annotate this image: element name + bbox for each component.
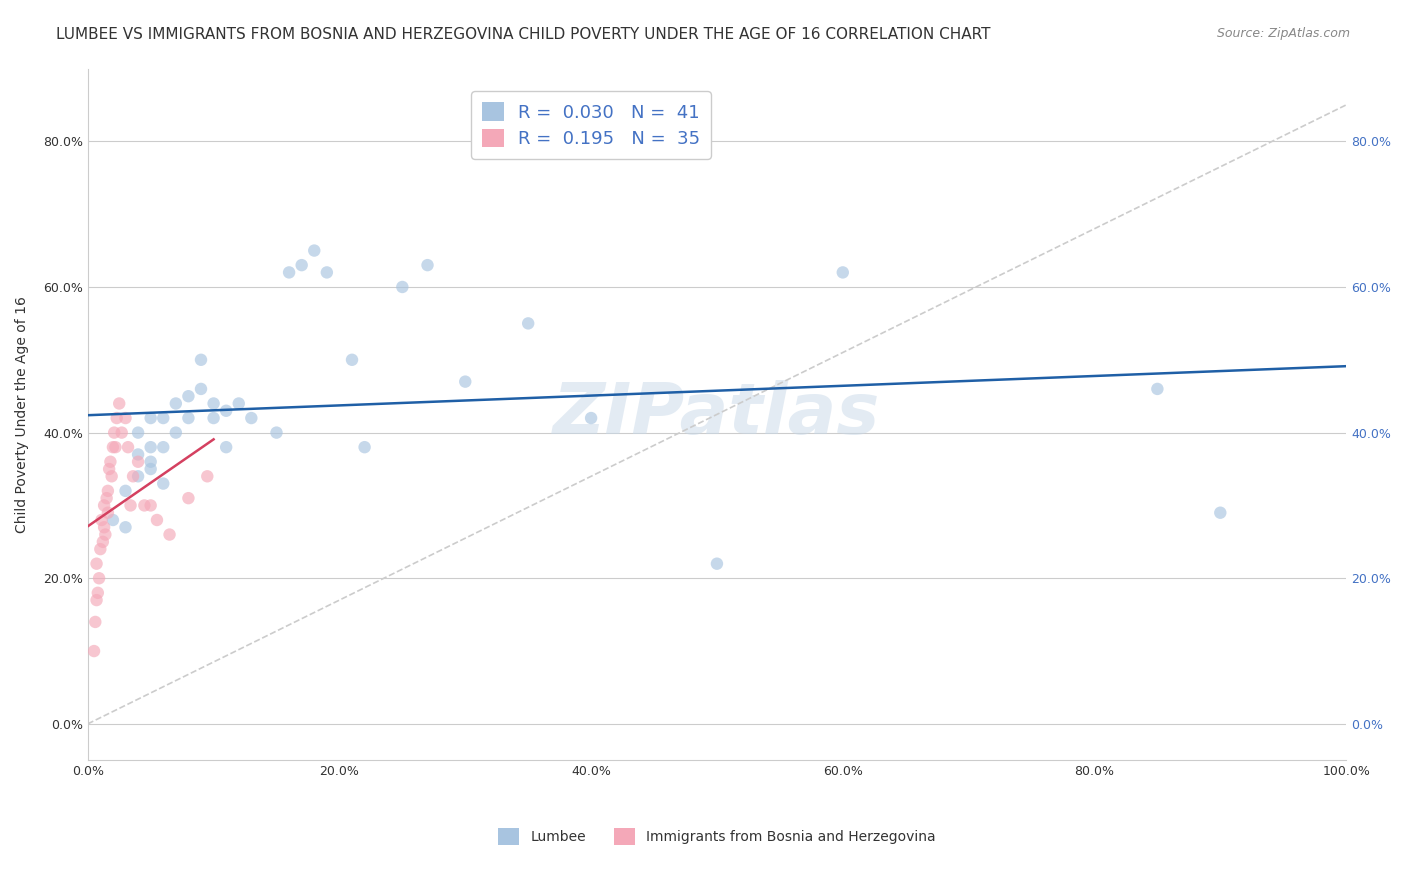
Point bbox=[139, 411, 162, 425]
Point bbox=[353, 440, 375, 454]
Point bbox=[202, 411, 225, 425]
Point bbox=[195, 469, 218, 483]
Point bbox=[139, 462, 162, 476]
Point bbox=[831, 265, 853, 279]
Point bbox=[103, 425, 125, 440]
Point bbox=[146, 513, 169, 527]
Point bbox=[105, 411, 128, 425]
Point bbox=[190, 352, 212, 367]
Point bbox=[90, 513, 112, 527]
Point bbox=[278, 265, 301, 279]
Point bbox=[96, 491, 118, 505]
Point bbox=[114, 411, 136, 425]
Point bbox=[1146, 382, 1168, 396]
Point bbox=[86, 593, 108, 607]
Point bbox=[139, 455, 162, 469]
Point bbox=[98, 462, 121, 476]
Point bbox=[111, 425, 134, 440]
Point bbox=[152, 476, 174, 491]
Point bbox=[127, 455, 149, 469]
Point bbox=[100, 455, 122, 469]
Point bbox=[94, 527, 117, 541]
Point bbox=[165, 425, 187, 440]
Point bbox=[215, 440, 238, 454]
Point bbox=[706, 557, 728, 571]
Point bbox=[86, 557, 108, 571]
Point bbox=[159, 527, 181, 541]
Point bbox=[84, 615, 107, 629]
Point bbox=[134, 499, 156, 513]
Point bbox=[215, 403, 238, 417]
Point bbox=[127, 425, 149, 440]
Point bbox=[152, 440, 174, 454]
Point bbox=[127, 447, 149, 461]
Point bbox=[87, 571, 110, 585]
Text: LUMBEE VS IMMIGRANTS FROM BOSNIA AND HERZEGOVINA CHILD POVERTY UNDER THE AGE OF : LUMBEE VS IMMIGRANTS FROM BOSNIA AND HER… bbox=[56, 27, 991, 42]
Point bbox=[89, 542, 111, 557]
Point bbox=[165, 396, 187, 410]
Point bbox=[228, 396, 250, 410]
Point bbox=[97, 506, 120, 520]
Point bbox=[579, 411, 602, 425]
Point bbox=[454, 375, 477, 389]
Point bbox=[139, 440, 162, 454]
Point bbox=[93, 520, 115, 534]
Point bbox=[291, 258, 314, 272]
Point bbox=[108, 396, 131, 410]
Point bbox=[127, 469, 149, 483]
Text: ZIPatlas: ZIPatlas bbox=[553, 380, 880, 449]
Point bbox=[416, 258, 439, 272]
Point bbox=[340, 352, 363, 367]
Point bbox=[114, 520, 136, 534]
Point bbox=[104, 440, 127, 454]
Point bbox=[139, 499, 162, 513]
Point bbox=[87, 586, 110, 600]
Point bbox=[240, 411, 263, 425]
Point bbox=[93, 499, 115, 513]
Point bbox=[190, 382, 212, 396]
Point bbox=[152, 411, 174, 425]
Point bbox=[266, 425, 288, 440]
Point bbox=[391, 280, 413, 294]
Point bbox=[177, 491, 200, 505]
Point bbox=[122, 469, 145, 483]
Point bbox=[177, 389, 200, 403]
Point bbox=[117, 440, 139, 454]
Point bbox=[101, 440, 124, 454]
Point bbox=[202, 396, 225, 410]
Point bbox=[83, 644, 105, 658]
Point bbox=[304, 244, 326, 258]
Text: Source: ZipAtlas.com: Source: ZipAtlas.com bbox=[1216, 27, 1350, 40]
Point bbox=[97, 483, 120, 498]
Point bbox=[1209, 506, 1232, 520]
Point bbox=[91, 534, 114, 549]
Point bbox=[101, 513, 124, 527]
Point bbox=[517, 317, 540, 331]
Point bbox=[100, 469, 122, 483]
Y-axis label: Child Poverty Under the Age of 16: Child Poverty Under the Age of 16 bbox=[15, 296, 30, 533]
Legend: Lumbee, Immigrants from Bosnia and Herzegovina: Lumbee, Immigrants from Bosnia and Herze… bbox=[494, 822, 941, 851]
Point bbox=[114, 483, 136, 498]
Point bbox=[315, 265, 337, 279]
Point bbox=[177, 411, 200, 425]
Point bbox=[120, 499, 142, 513]
